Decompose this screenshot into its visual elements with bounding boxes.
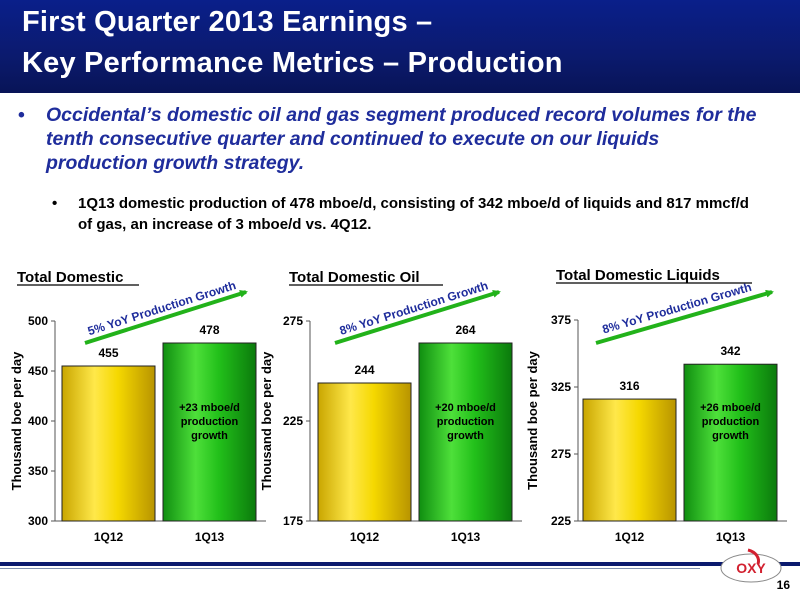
growth-arrow <box>334 289 501 345</box>
x-tick-label: 1Q12 <box>615 530 645 544</box>
bullet-marker: • <box>18 104 25 126</box>
y-tick-label: 275 <box>551 447 571 461</box>
y-tick-label: 350 <box>28 464 48 478</box>
growth-arrow <box>84 289 248 345</box>
y-tick-label: 450 <box>28 364 48 378</box>
bar-1q12 <box>582 398 677 522</box>
x-tick-label: 1Q12 <box>94 530 124 544</box>
bar-1q12 <box>317 382 412 522</box>
slide-header: First Quarter 2013 Earnings – Key Perfor… <box>0 0 800 93</box>
bar-annotation: +23 mboe/d production growth <box>179 402 240 442</box>
bar-1q13 <box>162 342 257 522</box>
chart-2: Total Domestic Oil 175 225 275 Thousand boe … <box>259 269 522 544</box>
logo-text: OXY <box>736 560 766 576</box>
x-tick-label: 1Q13 <box>451 530 481 544</box>
chart-title: Total Domestic Oil <box>289 269 420 286</box>
x-tick-label: 1Q13 <box>195 530 225 544</box>
bar-value-label: 455 <box>98 346 118 360</box>
y-tick-label: 300 <box>28 514 48 528</box>
main-bullet-text: Occidental’s domestic oil and gas segmen… <box>46 104 757 174</box>
y-axis-label: Thousand boe per day <box>525 350 540 489</box>
chart-1: Total Domestic 300 350 400 450 500 Thousand bo… <box>9 269 266 544</box>
y-axis-label: Thousand boe per day <box>9 351 24 490</box>
bar-1q13 <box>683 363 778 522</box>
y-tick-label: 325 <box>551 380 571 394</box>
footer-bar <box>0 562 800 566</box>
bar-value-label: 244 <box>354 363 374 377</box>
y-tick-label: 225 <box>283 414 303 428</box>
growth-arrow <box>595 289 774 345</box>
y-tick-label: 500 <box>28 314 48 328</box>
chart-title: Total Domestic <box>17 269 123 286</box>
y-tick-label: 175 <box>283 514 303 528</box>
slide-title-line2: Key Performance Metrics – Production <box>22 47 563 79</box>
y-tick-label: 225 <box>551 514 571 528</box>
slide-title-line1: First Quarter 2013 Earnings – <box>22 6 433 38</box>
charts-area: Total Domestic 300 350 400 450 500 Thousand bo… <box>9 267 787 544</box>
sub-bullet: • 1Q13 domestic production of 478 mboe/d… <box>52 193 752 235</box>
footer-rule <box>0 568 700 569</box>
main-bullet: • Occidental’s domestic oil and gas segm… <box>18 103 758 175</box>
y-tick-label: 400 <box>28 414 48 428</box>
bar-value-label: 264 <box>455 323 475 337</box>
bar-value-label: 316 <box>619 379 639 393</box>
y-axis-label: Thousand boe per day <box>259 351 274 490</box>
bar-value-label: 342 <box>720 344 740 358</box>
y-tick-label: 375 <box>551 313 571 327</box>
bar-annotation: +20 mboe/d production growth <box>435 402 496 442</box>
x-tick-label: 1Q12 <box>350 530 380 544</box>
y-tick-label: 275 <box>283 314 303 328</box>
bar-1q12 <box>61 365 156 522</box>
chart-title: Total Domestic Liquids <box>556 267 720 284</box>
page-number: 16 <box>776 578 790 592</box>
oxy-logo: OXY <box>718 546 784 590</box>
bar-1q13 <box>418 342 513 522</box>
sub-bullet-text: 1Q13 domestic production of 478 mboe/d, … <box>78 195 749 233</box>
chart-3: Total Domestic Liquids 225 275 325 375 Thousa… <box>525 267 787 544</box>
growth-label: 8% YoY Production Growth <box>601 280 753 337</box>
x-tick-label: 1Q13 <box>716 530 746 544</box>
bar-value-label: 478 <box>199 323 219 337</box>
sub-bullet-marker: • <box>52 195 58 212</box>
bar-annotation: +26 mboe/d production growth <box>700 402 761 442</box>
